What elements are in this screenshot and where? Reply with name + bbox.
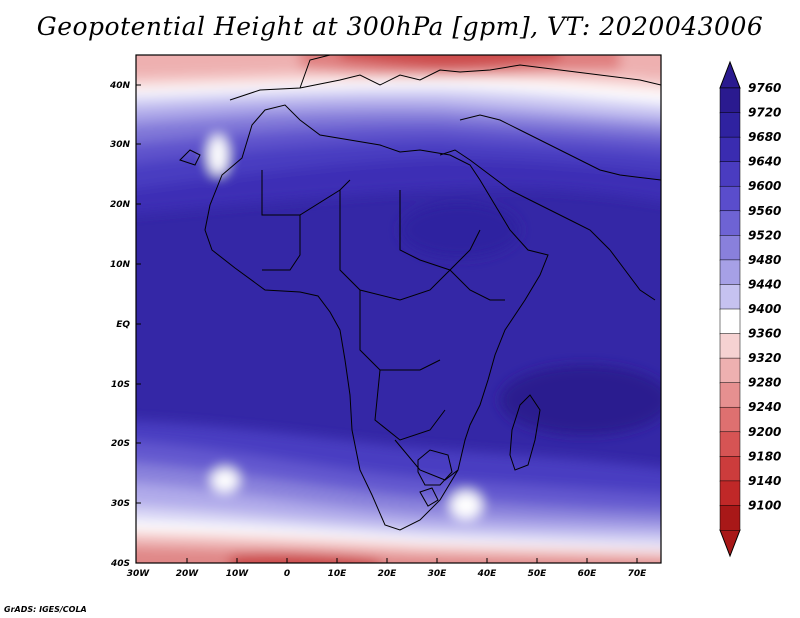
lon-label-70e: 70E bbox=[628, 569, 648, 579]
lat-label-30n: 30N bbox=[110, 140, 131, 150]
lat-label-40s: 40S bbox=[110, 559, 130, 569]
colorbar-swatch bbox=[719, 333, 741, 359]
lat-label-10n: 10N bbox=[110, 260, 131, 270]
colorbar-swatch bbox=[719, 161, 741, 187]
colorbar-swatch bbox=[719, 382, 741, 408]
lon-label-30w: 30W bbox=[127, 569, 151, 579]
grads-credit: GrADS: IGES/COLA bbox=[4, 605, 87, 614]
lat-label-40n: 40N bbox=[109, 81, 131, 91]
colorbar-label: 9280 bbox=[748, 376, 781, 390]
colorbar-swatch bbox=[719, 406, 741, 433]
colorbar-label: 9240 bbox=[748, 400, 781, 414]
lat-label-20n: 20N bbox=[110, 200, 131, 210]
lat-label-20s: 20S bbox=[111, 439, 130, 449]
colorbar-label: 9360 bbox=[748, 327, 781, 341]
colorbar: 9760 9720 9680 9640 9600 9560 9520 9480 9440 9400… bbox=[719, 60, 781, 558]
colorbar-swatch bbox=[719, 480, 741, 507]
colorbar-label: 9440 bbox=[748, 277, 781, 291]
colorbar-swatch bbox=[719, 505, 741, 531]
colorbar-label: 9760 bbox=[748, 81, 781, 95]
colorbar-swatch bbox=[719, 87, 741, 114]
colorbar-swatch bbox=[719, 308, 741, 335]
longitude-axis: 30W 20W 10W 0 10E 20E 30E 40E 50E 60E 70… bbox=[127, 558, 647, 579]
colorbar-swatch bbox=[719, 235, 741, 261]
colorbar-label: 9140 bbox=[748, 474, 781, 488]
colorbar-label: 9600 bbox=[748, 179, 781, 193]
colorbar-label: 9720 bbox=[748, 106, 781, 120]
colorbar-swatch bbox=[719, 136, 741, 163]
lon-label-20w: 20W bbox=[176, 569, 200, 579]
coastlines bbox=[179, 55, 661, 531]
lat-label-30s: 30S bbox=[111, 499, 130, 509]
lon-label-40e: 40E bbox=[477, 569, 498, 579]
colorbar-swatch bbox=[719, 284, 741, 310]
lon-label-60e: 60E bbox=[578, 569, 598, 579]
lon-label-10e: 10E bbox=[328, 569, 348, 579]
colorbar-swatch bbox=[719, 456, 741, 482]
colorbar-label: 9100 bbox=[748, 498, 781, 512]
plot-frame bbox=[135, 54, 662, 564]
lon-label-30e: 30E bbox=[428, 569, 448, 579]
latitude-axis: 40N 30N 20N 10N EQ 10S 20S 30S 40S bbox=[109, 81, 141, 569]
colorbar-bottom-arrow bbox=[719, 529, 741, 558]
colorbar-label: 9560 bbox=[748, 204, 781, 218]
colorbar-swatch bbox=[719, 112, 741, 138]
colorbar-label: 9520 bbox=[748, 228, 781, 242]
height-field bbox=[136, 55, 661, 563]
colorbar-label: 9400 bbox=[748, 302, 781, 316]
lat-label-10s: 10S bbox=[111, 380, 130, 390]
lon-label-0: 0 bbox=[284, 569, 290, 579]
colorbar-label: 9320 bbox=[748, 351, 781, 365]
lon-label-20e: 20E bbox=[378, 569, 398, 579]
colorbar-swatch bbox=[719, 259, 741, 286]
colorbar-label: 9180 bbox=[748, 449, 781, 463]
colorbar-swatch bbox=[719, 431, 741, 458]
colorbar-swatch bbox=[719, 210, 741, 237]
lat-label-eq: EQ bbox=[116, 320, 130, 330]
colorbar-label: 9640 bbox=[748, 155, 781, 169]
colorbar-swatch bbox=[719, 357, 741, 384]
map-title: Geopotential Height at 300hPa [gpm], VT:… bbox=[36, 12, 764, 41]
colorbar-label: 9480 bbox=[748, 253, 781, 267]
colorbar-swatch bbox=[719, 185, 741, 212]
lon-label-10w: 10W bbox=[226, 569, 250, 579]
lon-label-50e: 50E bbox=[528, 569, 548, 579]
colorbar-label: 9200 bbox=[748, 425, 781, 439]
colorbar-label: 9680 bbox=[748, 130, 781, 144]
colorbar-top-arrow bbox=[719, 60, 741, 89]
